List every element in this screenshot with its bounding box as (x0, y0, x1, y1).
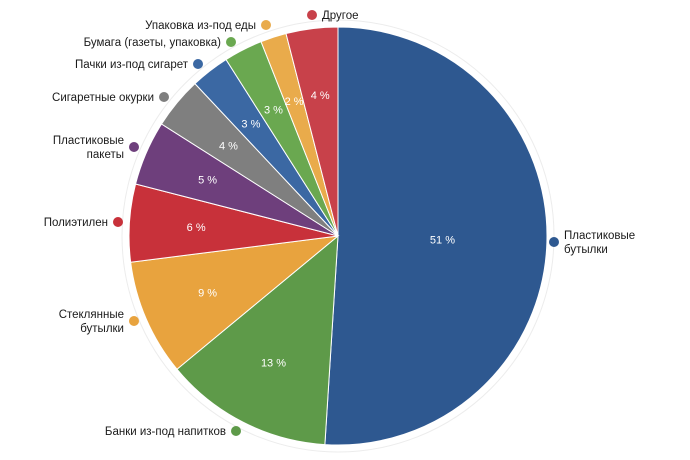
slice-value-label: 2 % (285, 96, 304, 108)
legend-dot (226, 37, 236, 47)
category-label: Пластиковые пакеты (53, 135, 124, 161)
legend-dot (193, 59, 203, 69)
legend-dot (307, 10, 317, 20)
category-label: Пластиковые бутылки (564, 230, 635, 256)
pie-outer-ring (121, 19, 555, 453)
category-label: Пачки из-под сигарет (75, 59, 189, 71)
pie-slice (285, 26, 339, 237)
category-label: Сигаретные окурки (52, 92, 154, 104)
slice-value-label: 4 % (311, 90, 330, 102)
category-label: Бумага (газеты, упаковка) (84, 37, 222, 49)
slice-value-labels: 51 %13 %9 %6 %5 %4 %3 %3 %2 % 4 % (187, 90, 456, 370)
category-label: Полиэтилен (44, 217, 108, 229)
slice-value-label: 6 % (187, 222, 206, 234)
category-label: Банки из-под напитков (105, 426, 226, 438)
category-label: Упаковка из-под еды (145, 20, 256, 32)
slice-value-label: 13 % (261, 358, 286, 370)
pie-slice (130, 235, 340, 370)
pie-slice (176, 234, 339, 446)
pie-slices (128, 26, 548, 446)
category-label: Стеклянные бутылки (59, 309, 124, 335)
legend-dot (261, 20, 271, 30)
category-labels: Пластиковые бутылки Банки из-под напитков С… (44, 10, 635, 438)
slice-value-label: 5 % (198, 175, 217, 187)
legend-dot (159, 92, 169, 102)
legend-dot (129, 142, 139, 152)
legend-dot (129, 316, 139, 326)
slice-value-label: 4 % (219, 140, 238, 152)
slice-value-label: 51 % (430, 234, 455, 246)
legend-dot (113, 217, 123, 227)
legend-dot (549, 237, 559, 247)
pie-slice (324, 26, 548, 446)
slice-value-label: 3 % (241, 119, 260, 131)
category-label: Другое (322, 10, 359, 22)
legend-dot (231, 426, 241, 436)
slice-value-label: 9 % (198, 287, 217, 299)
slice-value-label: 3 % (264, 104, 283, 116)
